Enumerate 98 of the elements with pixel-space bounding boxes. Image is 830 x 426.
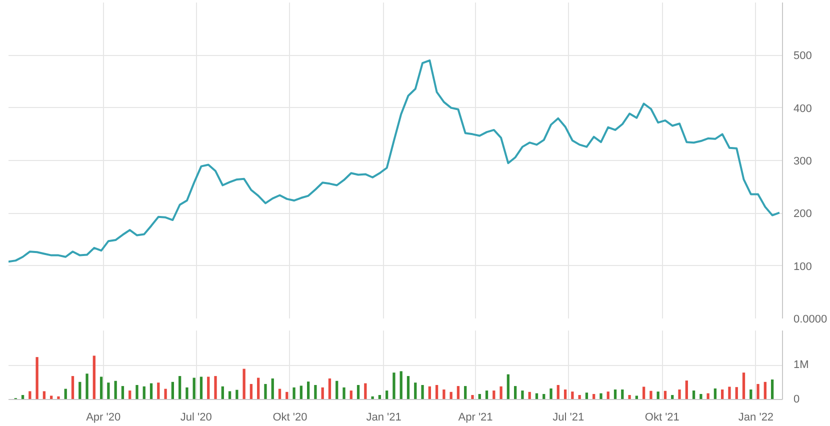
bar: [614, 389, 617, 400]
bar: [464, 386, 467, 400]
y-tick-label: 0: [794, 394, 800, 406]
bar: [650, 390, 652, 400]
bar: [471, 395, 474, 400]
bar: [600, 393, 602, 400]
bar: [514, 386, 517, 400]
bar: [364, 383, 367, 400]
bar: [371, 396, 374, 400]
bar: [621, 389, 624, 400]
bar: [300, 386, 302, 400]
y-tick-label: 400: [794, 102, 812, 115]
x-tick-label: Jul '20: [180, 412, 212, 424]
bar: [86, 374, 88, 400]
y-tick-label: 500: [794, 50, 812, 62]
bar: [742, 372, 746, 400]
bar: [342, 387, 346, 400]
line-series: [8, 59, 780, 263]
bar: [192, 378, 196, 400]
bar: [392, 372, 396, 400]
bar: [550, 388, 552, 400]
bar: [356, 385, 360, 400]
bar: [756, 384, 760, 400]
bar: [214, 376, 217, 400]
bar: [321, 387, 324, 400]
bar: [735, 387, 738, 400]
bar: [292, 387, 296, 400]
y-tick-label: 1M: [794, 359, 809, 371]
bar: [442, 389, 446, 400]
bar: [564, 389, 567, 400]
bar: [242, 368, 246, 400]
bar: [271, 378, 274, 400]
bar: [500, 386, 502, 400]
bar: [428, 386, 431, 400]
bar: [186, 387, 188, 400]
x-tick-label: Jul '21: [552, 412, 584, 424]
bar: [328, 378, 332, 400]
bar: [306, 382, 310, 400]
bar: [764, 382, 766, 400]
bar: [264, 384, 267, 400]
x-tick-label: Jan '21: [366, 412, 402, 424]
bar: [750, 389, 752, 400]
bar: [157, 382, 160, 400]
bar: [642, 386, 646, 400]
bar: [628, 395, 631, 400]
bar: [506, 374, 510, 400]
y-tick-label: 0.0000: [794, 314, 828, 326]
bar: [114, 380, 117, 400]
bar: [456, 386, 460, 400]
bar: [164, 388, 167, 400]
bar: [142, 386, 146, 400]
bar: [207, 376, 210, 400]
x-tick-label: Jan '22: [738, 412, 774, 424]
bar: [336, 380, 338, 400]
bar: [121, 386, 124, 400]
bar: [314, 385, 317, 400]
bar: [28, 391, 32, 400]
bar: [250, 384, 253, 400]
y-tick-label: 200: [794, 208, 812, 220]
x-tick-label: Apr '20: [86, 412, 121, 424]
bar: [236, 390, 238, 400]
bar: [92, 356, 96, 400]
bar: [200, 376, 203, 400]
bar: [42, 391, 46, 400]
x-tick-label: Apr '21: [458, 412, 493, 424]
bar: [406, 376, 410, 400]
bar: [78, 382, 82, 400]
bar: [400, 371, 402, 400]
bar: [71, 376, 74, 400]
bar: [521, 390, 524, 400]
bar: [706, 393, 710, 400]
bar: [435, 385, 438, 400]
bar: [578, 395, 581, 400]
bar: [556, 385, 560, 400]
bar: [721, 389, 724, 400]
bar: [150, 383, 153, 400]
x-tick-label: Okt '20: [272, 412, 308, 424]
bar: [414, 382, 417, 400]
bar: [178, 376, 182, 400]
y-tick-label: 300: [794, 156, 812, 168]
bar: [770, 379, 774, 400]
bar: [421, 385, 424, 400]
bar: [571, 392, 574, 400]
bar: [57, 396, 60, 400]
bar: [678, 389, 681, 400]
bar: [136, 385, 138, 400]
bar: [714, 388, 717, 400]
bar: [100, 376, 103, 400]
bar: [171, 382, 174, 400]
bar: [107, 382, 110, 400]
y-tick-label: 100: [794, 260, 812, 273]
bar: [257, 378, 260, 400]
bar: [221, 386, 224, 400]
x-tick-label: Okt '21: [644, 412, 680, 424]
bar: [228, 391, 232, 400]
bar: [685, 380, 688, 400]
bar: [36, 357, 38, 400]
bar: [728, 386, 731, 400]
